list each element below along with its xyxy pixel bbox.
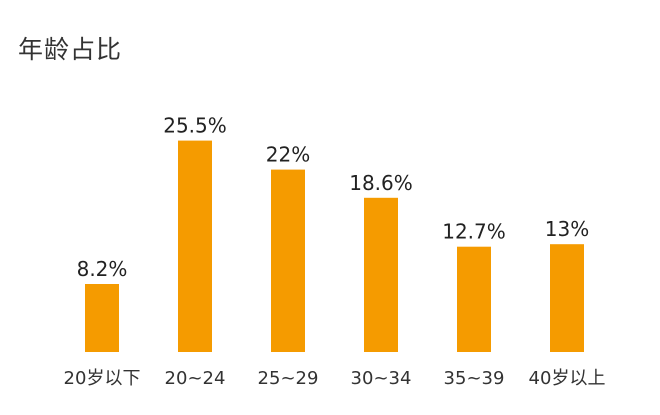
value-labels-layer: 8.2% 25.5% 22% 18.6% 12.7% 13%: [77, 114, 590, 281]
x-tick-label-2: 25~29: [258, 368, 319, 389]
bar-3: [364, 197, 398, 352]
value-label-2: 22%: [266, 143, 310, 167]
bar-0: [85, 284, 119, 352]
bar-1: [178, 140, 212, 352]
value-label-5: 13%: [545, 217, 589, 241]
x-tick-label-0: 20岁以下: [64, 368, 141, 389]
x-tick-label-1: 20~24: [165, 368, 226, 389]
x-tick-label-3: 30~34: [351, 368, 412, 389]
bar-5: [550, 244, 584, 352]
value-label-3: 18.6%: [349, 171, 413, 195]
bars-layer: [85, 140, 584, 352]
tick-labels-layer: 20岁以下 20~24 25~29 30~34 35~39 40岁以上: [64, 368, 606, 389]
x-tick-label-5: 40岁以上: [529, 368, 606, 389]
chart-title: 年龄占比: [18, 35, 123, 64]
value-label-4: 12.7%: [442, 220, 506, 244]
value-label-0: 8.2%: [77, 257, 128, 281]
bar-4: [457, 246, 491, 352]
x-tick-label-4: 35~39: [444, 368, 505, 389]
value-label-1: 25.5%: [163, 114, 227, 138]
bar-2: [271, 169, 305, 352]
